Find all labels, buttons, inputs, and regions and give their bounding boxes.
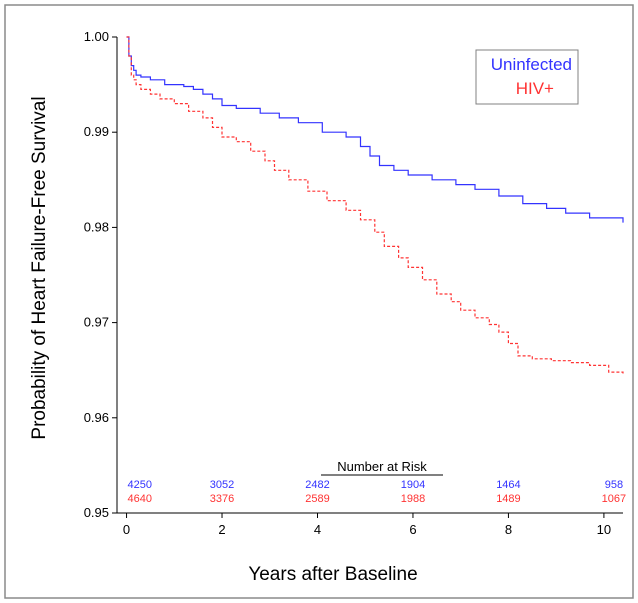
risk-count-uninfected: 958 (605, 479, 623, 491)
legend: Uninfected HIV+ (475, 49, 579, 105)
legend-entry-uninfected: Uninfected (491, 55, 572, 74)
y-axis-ticks: 0.95 0.96 0.97 0.98 0.99 1.00 (84, 29, 117, 520)
x-tick-label: 6 (409, 522, 416, 537)
risk-count-hiv: 1067 (602, 493, 626, 505)
series-line-hiv (126, 36, 624, 375)
risk-count-uninfected: 4250 (128, 479, 152, 491)
series-layer (126, 36, 624, 375)
x-axis-ticks: 0 2 4 6 8 10 (123, 513, 611, 537)
series-line-uninfected (126, 36, 624, 223)
risk-count-uninfected: 1904 (401, 479, 425, 491)
risk-count-hiv: 1489 (496, 493, 520, 505)
x-tick-label: 10 (597, 522, 611, 537)
y-axis-title: Probability of Heart Failure-Free Surviv… (29, 96, 50, 439)
legend-box (475, 49, 579, 105)
y-tick-label: 0.97 (84, 315, 109, 330)
y-tick-label: 1.00 (84, 29, 109, 44)
risk-count-hiv: 4640 (128, 493, 152, 505)
y-tick-label: 0.98 (84, 219, 109, 234)
y-tick-label: 0.99 (84, 124, 109, 139)
x-tick-label: 0 (123, 522, 130, 537)
risk-count-hiv: 3376 (210, 493, 234, 505)
x-axis-title: Years after Baseline (248, 564, 417, 585)
y-tick-label: 0.96 (84, 410, 109, 425)
risk-table-title: Number at Risk (337, 459, 427, 474)
chart-frame (4, 4, 634, 599)
risk-count-uninfected: 3052 (210, 479, 234, 491)
x-tick-label: 2 (218, 522, 225, 537)
y-tick-label: 0.95 (84, 505, 109, 520)
x-tick-label: 8 (505, 522, 512, 537)
plot-area: 0 2 4 6 8 10 0.95 0.96 0.97 0.98 0.99 1.00 (84, 29, 624, 537)
risk-count-uninfected: 2482 (305, 479, 329, 491)
risk-count-hiv: 2589 (305, 493, 329, 505)
x-tick-label: 4 (314, 522, 321, 537)
risk-count-uninfected: 1464 (496, 479, 520, 491)
legend-entry-hiv: HIV+ (516, 79, 554, 98)
risk-table: Number at Risk 4250 3052 2482 1904 1464 958 46… (128, 459, 627, 505)
risk-count-hiv: 1988 (401, 493, 425, 505)
